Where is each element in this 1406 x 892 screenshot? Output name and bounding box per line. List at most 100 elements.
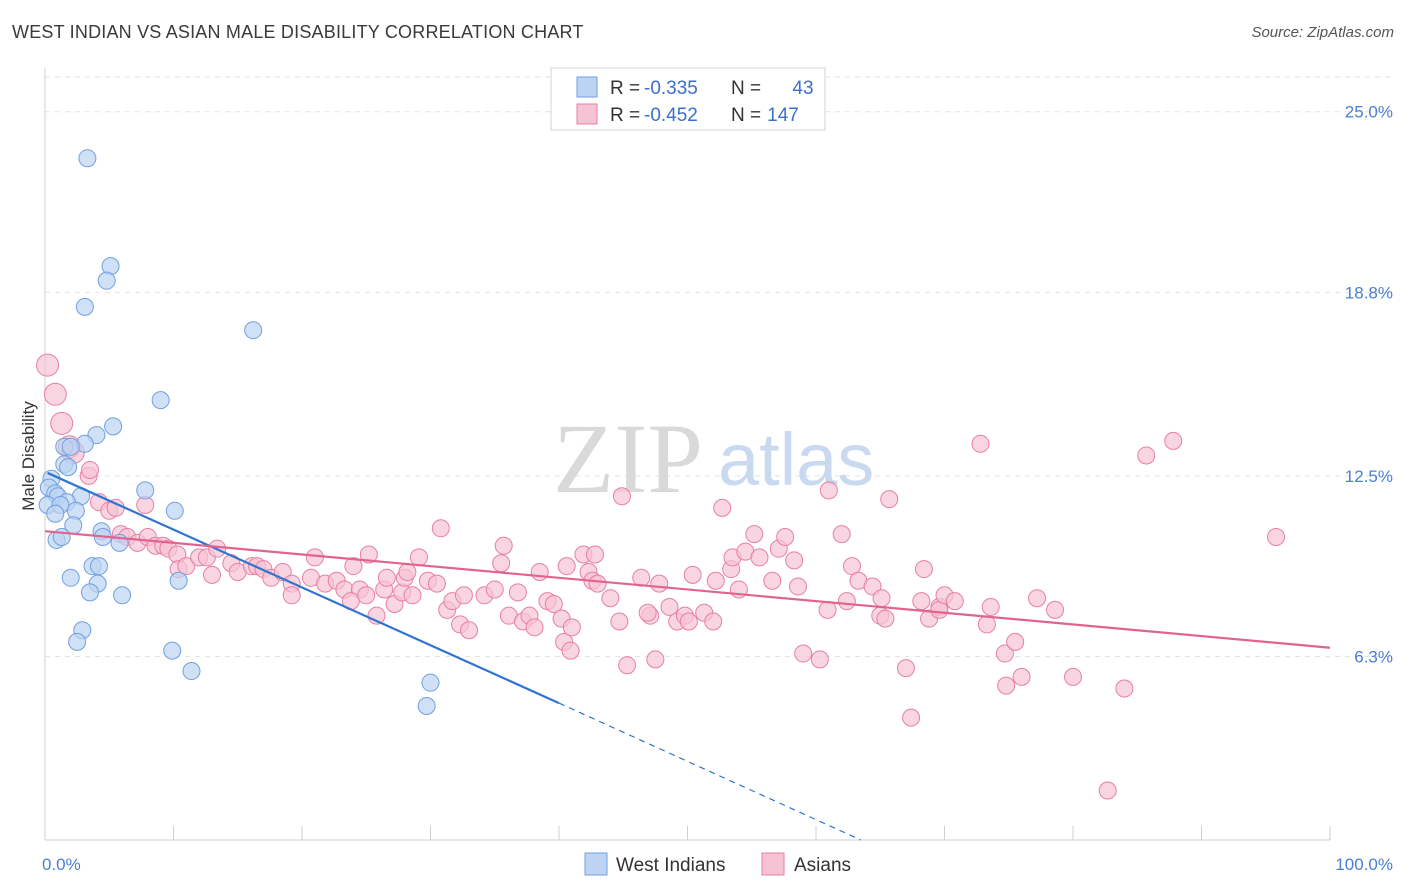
legend-r-label-2: R = [610, 105, 640, 126]
asian-point [377, 568, 396, 587]
asian-point [818, 600, 837, 619]
watermark-atlas: atlas [718, 418, 874, 501]
asian-point [485, 580, 504, 599]
asian-point [561, 641, 580, 660]
y-tick-label: 12.5% [1345, 467, 1393, 486]
west-indian-point [104, 417, 123, 436]
west-indian-point [61, 568, 80, 587]
asian-point [344, 557, 363, 576]
asian-point [896, 659, 915, 678]
west-indian-point [421, 673, 440, 692]
west-indian-points [38, 149, 440, 715]
west-indian-point [151, 391, 170, 410]
asian-point [80, 461, 99, 480]
asian-trend-line [44, 530, 1331, 649]
west-indian-point [244, 321, 263, 340]
asian-point [914, 560, 933, 579]
chart-source: Source: ZipAtlas.com [1251, 24, 1394, 41]
bottom-legend-label-west-indians: West Indians [616, 855, 725, 876]
asian-point [638, 603, 657, 622]
asian-point [745, 525, 764, 544]
asian-point [650, 574, 669, 593]
asian-point [832, 525, 851, 544]
bottom-legend-label-asians: Asians [794, 855, 851, 876]
bottom-legend-swatch-asians [761, 852, 785, 876]
asian-point [508, 583, 527, 602]
asian-point [409, 548, 428, 567]
x-tick-labels: 0.0% 100.0% [42, 855, 1393, 874]
bottom-legend-swatch-west-indians [584, 852, 608, 876]
asian-point [981, 597, 1000, 616]
west-indian-point [78, 149, 97, 168]
west-indian-point [97, 271, 116, 290]
asian-point [1006, 632, 1025, 651]
asian-point [43, 382, 67, 406]
asian-point [454, 586, 473, 605]
asian-point [492, 554, 511, 573]
asian-point [995, 644, 1014, 663]
asian-point [431, 519, 450, 538]
trend-lines [44, 471, 1331, 841]
asian-point [585, 545, 604, 564]
asian-point [1098, 781, 1117, 800]
asian-point [36, 353, 60, 377]
asian-point [706, 571, 725, 590]
west-indian-point [165, 501, 184, 520]
west-indian-point [417, 696, 436, 715]
asian-point [776, 528, 795, 547]
asian-point [763, 571, 782, 590]
asian-point [912, 592, 931, 611]
y-tick-labels: 6.3% 12.5% 18.8% 25.0% [1345, 103, 1393, 667]
asian-point [1164, 431, 1183, 450]
west-indian-trend-line [47, 471, 560, 705]
asian-point [203, 565, 222, 584]
asian-point [1064, 667, 1082, 686]
asian-point [544, 595, 563, 614]
asian-point [403, 586, 422, 605]
legend-swatch-west-indians [576, 76, 598, 98]
y-tick-label: 25.0% [1345, 103, 1393, 122]
asian-point [1267, 528, 1286, 547]
asian-point [612, 487, 631, 506]
asian-point [1137, 446, 1156, 465]
y-axis-label: Male Disability [19, 401, 38, 511]
asian-point [785, 551, 804, 570]
asian-point [562, 618, 581, 637]
asian-point [819, 481, 838, 500]
asian-point [810, 650, 829, 669]
asian-point [1028, 589, 1047, 608]
asian-point [789, 577, 808, 596]
asian-point [872, 589, 891, 608]
asian-point [427, 574, 446, 593]
x-tick-label-start: 0.0% [42, 855, 81, 874]
west-indian-point [113, 586, 132, 605]
asian-point [997, 676, 1016, 695]
legend-n-label-2: N = [731, 105, 761, 126]
asian-point [750, 548, 769, 567]
west-indian-point [61, 437, 80, 456]
legend-n-value-1: 43 [792, 78, 813, 99]
asian-point [794, 644, 813, 663]
west-indian-point [163, 641, 182, 660]
asian-point [601, 589, 620, 608]
asian-point [660, 597, 679, 616]
x-tick-label-end: 100.0% [1335, 855, 1393, 874]
asian-point [557, 557, 576, 576]
asian-point [282, 586, 301, 605]
asian-point [1115, 679, 1134, 698]
asian-point [359, 545, 378, 564]
asian-point [525, 618, 544, 637]
asian-point [713, 498, 732, 517]
asian-point [305, 548, 324, 567]
west-indian-point [68, 632, 87, 651]
asian-point [880, 490, 899, 509]
west-indian-point [136, 481, 155, 500]
asian-point [646, 650, 665, 669]
legend-r-value-2: -0.452 [644, 105, 698, 126]
asian-point [837, 592, 856, 611]
asian-point [945, 592, 964, 611]
bottom-legend: West Indians Asians [584, 852, 851, 876]
asian-point [618, 656, 637, 675]
west-indian-point [80, 583, 99, 602]
west-indian-point [75, 297, 94, 316]
